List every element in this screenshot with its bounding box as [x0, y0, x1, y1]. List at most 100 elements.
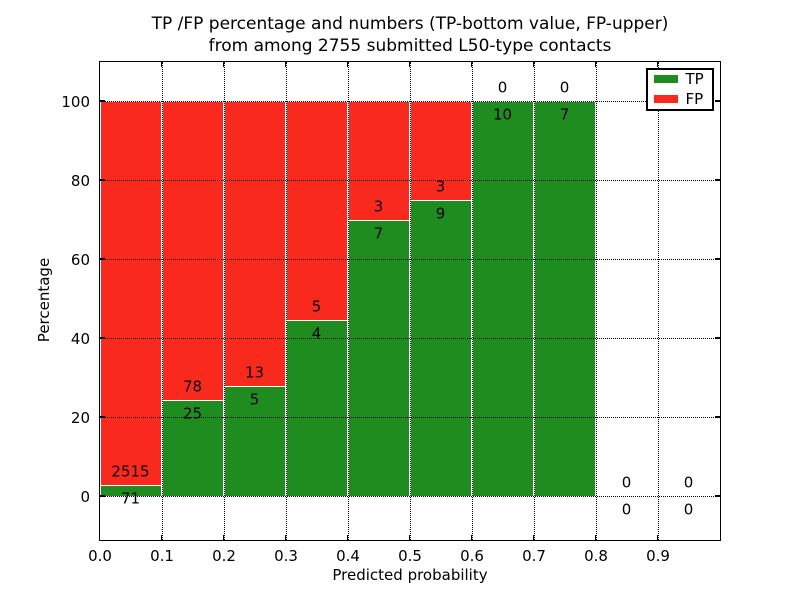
y-tick-mark	[714, 258, 720, 260]
x-tick-label: 0.0	[88, 547, 112, 565]
y-tick-mark	[99, 100, 105, 102]
x-tick-mark	[532, 534, 535, 540]
x-tick-mark	[346, 534, 349, 540]
tp-count-label: 4	[311, 324, 322, 343]
x-axis-label: Predicted probability	[332, 566, 488, 584]
y-tick-mark	[99, 416, 105, 418]
y-tick-mark	[99, 179, 105, 181]
x-tick-label: 0.1	[150, 547, 174, 565]
x-tick-mark	[594, 61, 597, 67]
gridline-vertical	[471, 61, 473, 540]
y-tick-label: 80	[70, 171, 90, 190]
y-tick-label: 0	[80, 487, 90, 506]
x-tick-label: 0.2	[212, 547, 236, 565]
tp-count-label: 0	[683, 500, 694, 519]
fp-count-label: 0	[621, 473, 632, 492]
plot-area: 2515 71 78 25 13 5 5 4 3 7 3 9 0 10 0 7 0 0 0 0 TP FP	[98, 60, 721, 541]
tp-count-label: 0	[621, 500, 632, 519]
tp-count-label: 71	[120, 489, 141, 508]
x-tick-mark	[222, 534, 225, 540]
legend-label-fp: FP	[685, 89, 704, 108]
bar-segment-tp	[285, 320, 348, 497]
gridline-vertical	[161, 61, 163, 540]
y-tick-mark	[714, 416, 720, 418]
x-tick-mark	[532, 61, 535, 67]
x-tick-label: 0.9	[646, 547, 670, 565]
gridline-vertical	[595, 61, 597, 540]
x-tick-mark	[656, 61, 659, 67]
gridline-vertical	[533, 61, 535, 540]
x-tick-label: 0.8	[584, 547, 608, 565]
gridline-vertical	[657, 61, 659, 540]
y-tick-mark	[99, 258, 105, 260]
x-tick-mark	[160, 534, 163, 540]
x-tick-label: 0.5	[398, 547, 422, 565]
x-tick-mark	[160, 61, 163, 67]
legend-item-tp: TP	[653, 69, 706, 88]
fp-count-label: 0	[559, 78, 570, 97]
bar-segment-tp	[223, 386, 286, 497]
fp-count-label: 13	[244, 363, 265, 382]
y-tick-mark	[714, 337, 720, 339]
fp-count-label: 3	[373, 197, 384, 216]
gridline-vertical	[223, 61, 225, 540]
tp-count-label: 25	[182, 404, 203, 423]
legend-swatch-fp-icon	[653, 95, 678, 103]
chart-title-line2: from among 2755 submitted L50-type conta…	[208, 36, 612, 56]
x-tick-mark	[470, 534, 473, 540]
x-tick-label: 0.4	[336, 547, 360, 565]
bar-segment-fp	[347, 101, 410, 220]
x-tick-mark	[222, 61, 225, 67]
x-tick-mark	[346, 61, 349, 67]
fp-count-label: 0	[497, 78, 508, 97]
x-tick-mark	[284, 61, 287, 67]
x-tick-mark	[408, 534, 411, 540]
fp-count-label: 5	[311, 297, 322, 316]
gridline-vertical	[285, 61, 287, 540]
bar-segment-fp	[161, 101, 224, 401]
x-tick-mark	[594, 534, 597, 540]
bar-segment-tp	[161, 400, 224, 497]
tp-count-label: 7	[559, 105, 570, 124]
legend-swatch-tp-icon	[653, 75, 678, 83]
fp-count-label: 2515	[111, 462, 150, 481]
bar-segment-tp	[99, 485, 162, 497]
fp-count-label: 0	[683, 473, 694, 492]
x-tick-mark	[656, 534, 659, 540]
bar-segment-fp	[409, 101, 472, 200]
tp-count-label: 7	[373, 224, 384, 243]
x-tick-mark	[98, 534, 101, 540]
y-tick-mark	[714, 179, 720, 181]
legend-label-tp: TP	[685, 69, 704, 88]
y-tick-label: 60	[70, 250, 90, 269]
fp-count-label: 3	[435, 177, 446, 196]
legend-item-fp: FP	[653, 89, 706, 108]
tp-count-label: 5	[249, 390, 260, 409]
bar-segment-fp	[285, 101, 348, 321]
bar-segment-tp	[471, 101, 534, 497]
bar-segment-tp	[347, 219, 410, 497]
fp-count-label: 78	[182, 377, 203, 396]
y-tick-label: 20	[70, 408, 90, 427]
y-tick-label: 100	[61, 92, 90, 111]
bar-segment-fp	[223, 101, 286, 387]
gridline-vertical	[347, 61, 349, 540]
chart-title: TP /FP percentage and numbers (TP-bottom…	[100, 13, 720, 57]
y-tick-mark	[714, 100, 720, 102]
x-tick-label: 0.6	[460, 547, 484, 565]
y-tick-label: 40	[70, 329, 90, 348]
x-tick-mark	[284, 534, 287, 540]
bar-segment-tp	[409, 199, 472, 497]
x-tick-mark	[470, 61, 473, 67]
tp-count-label: 9	[435, 204, 446, 223]
y-tick-mark	[99, 495, 105, 497]
y-tick-mark	[99, 337, 105, 339]
bar-segment-fp	[99, 101, 162, 486]
bar-segment-tp	[533, 101, 596, 497]
tp-count-label: 10	[492, 105, 513, 124]
x-tick-label: 0.7	[522, 547, 546, 565]
y-axis-label: Percentage	[35, 257, 53, 343]
legend: TP FP	[645, 67, 714, 111]
x-tick-mark	[98, 61, 101, 67]
